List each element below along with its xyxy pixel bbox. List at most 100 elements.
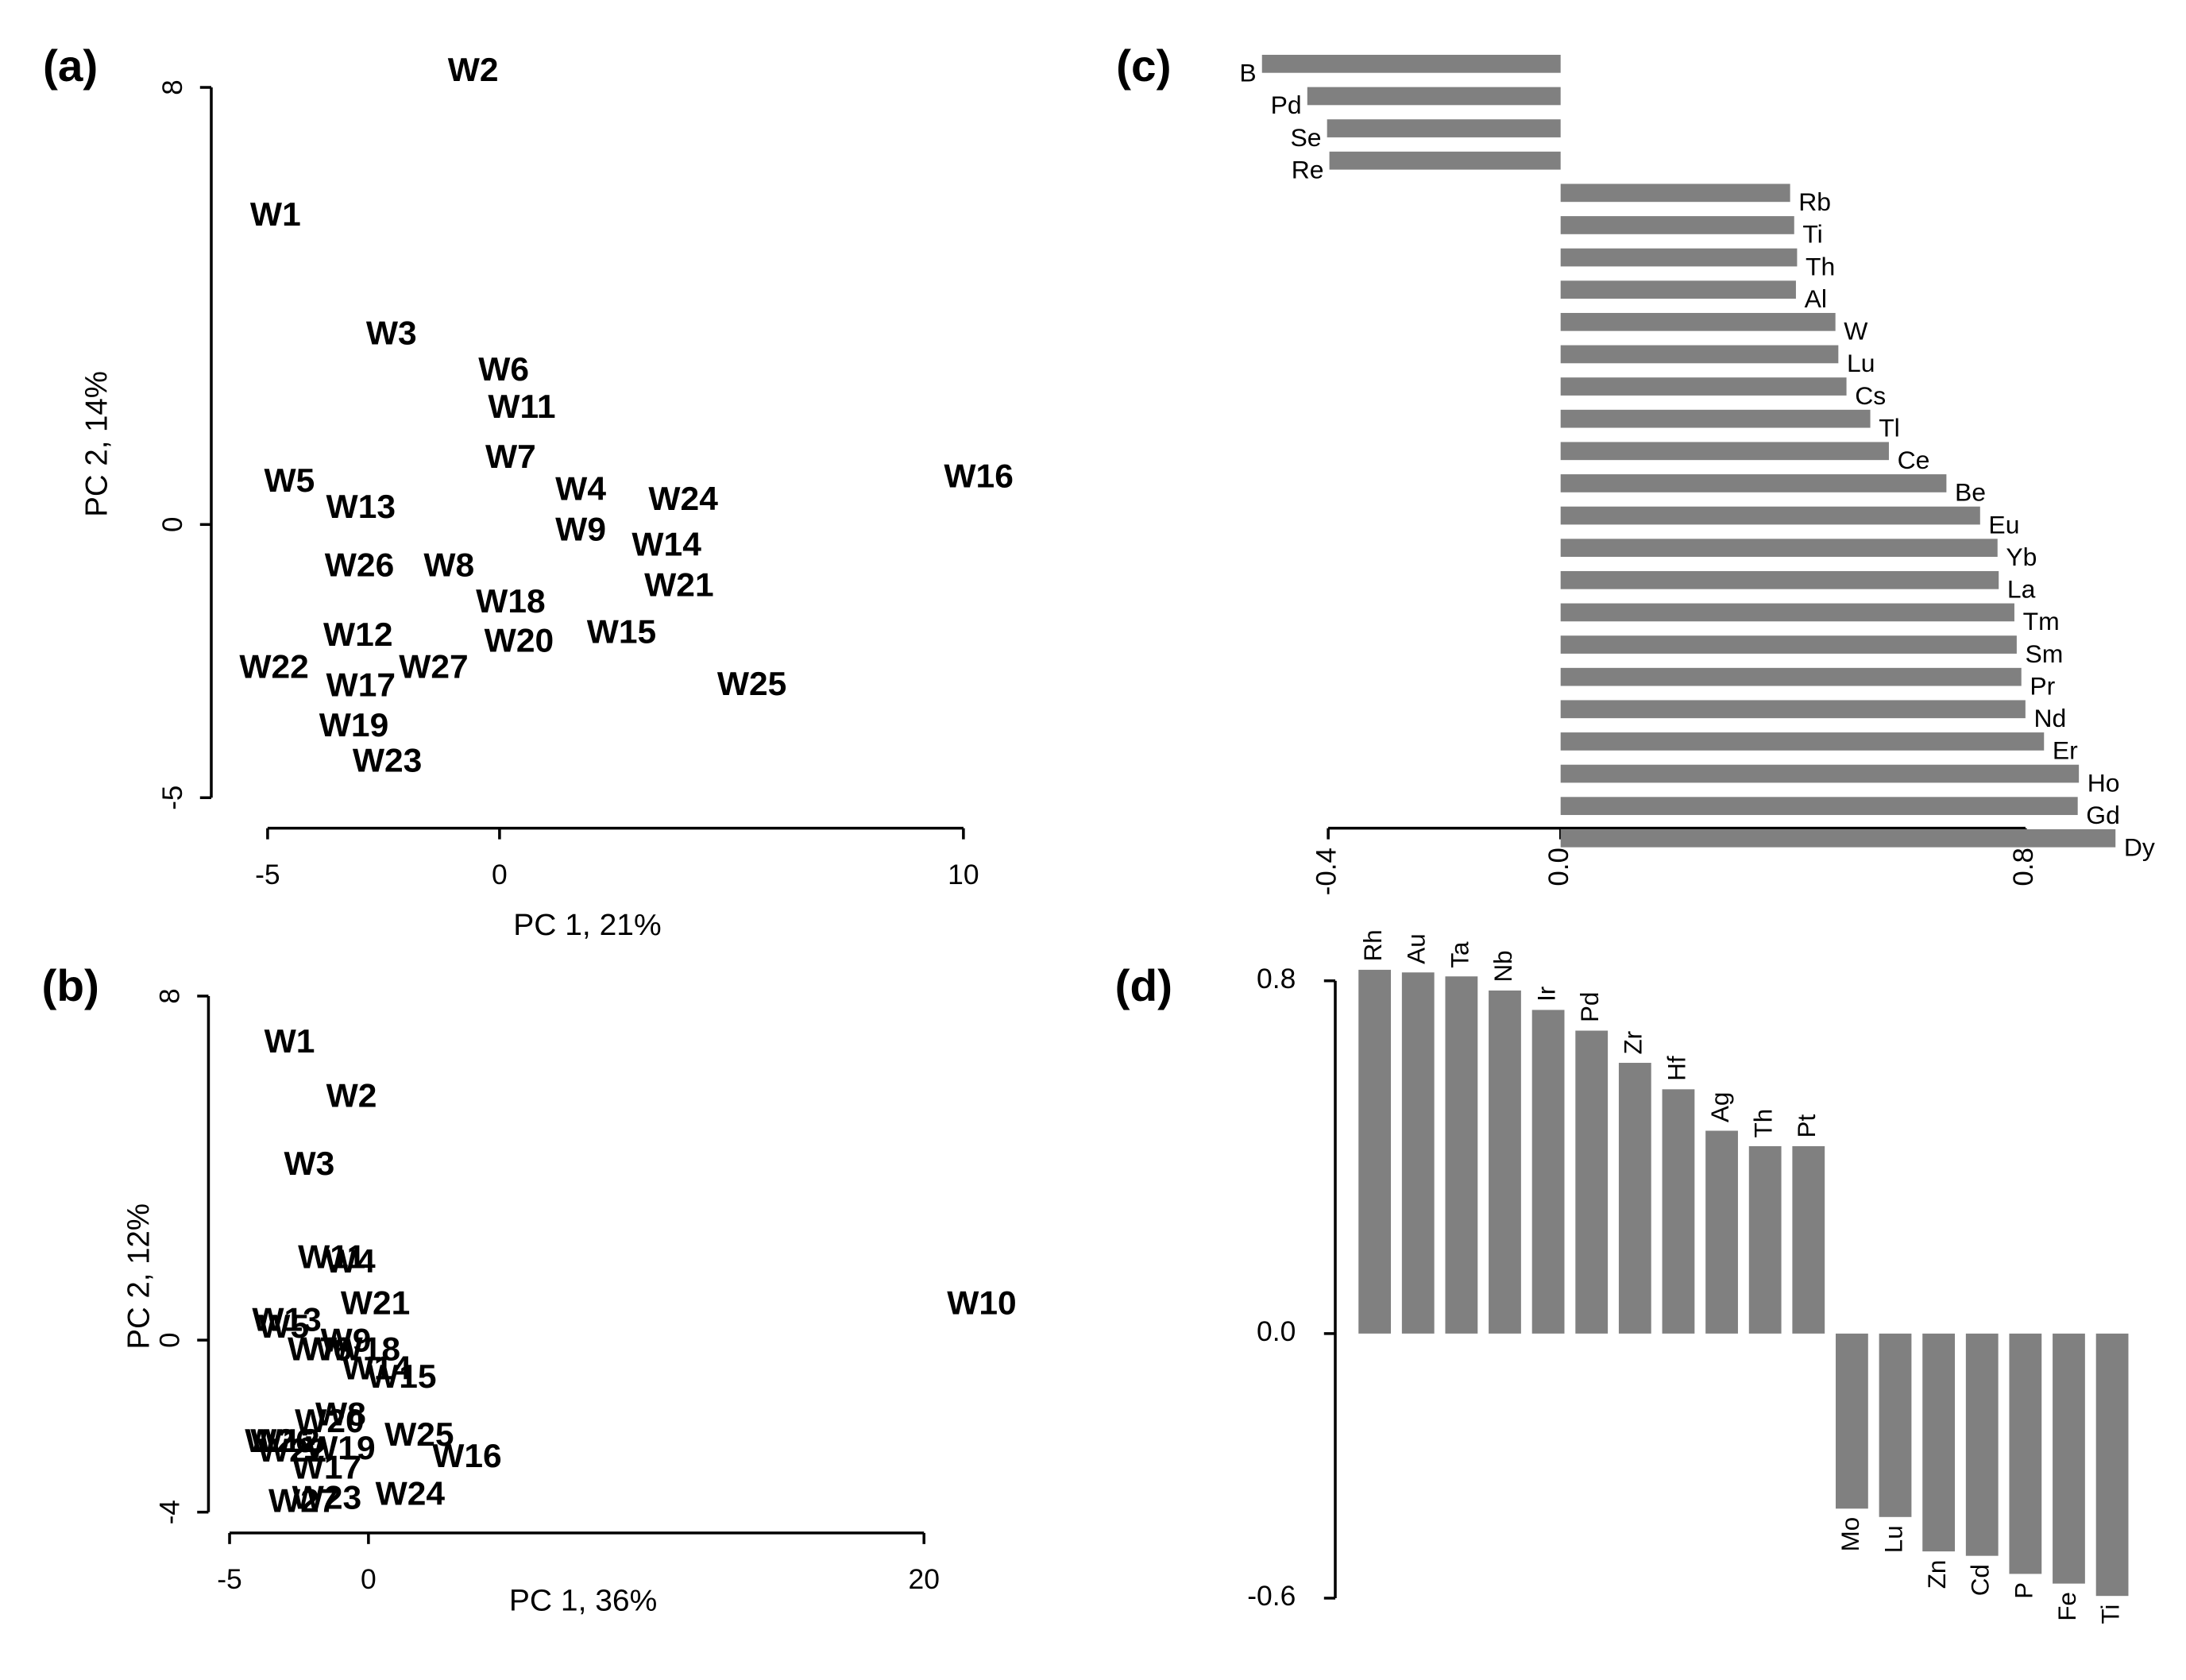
point-label: W17 bbox=[292, 1449, 361, 1486]
bar bbox=[1618, 1063, 1651, 1334]
bar-label: Tm bbox=[2023, 607, 2060, 635]
bar bbox=[1965, 1333, 1999, 1556]
bar-label: Pt bbox=[1792, 1114, 1821, 1138]
bar-label: Tl bbox=[1879, 414, 1900, 442]
bar bbox=[1560, 667, 2022, 686]
bar bbox=[1327, 119, 1561, 137]
y-axis-title: PC 2, 12% bbox=[122, 1203, 156, 1350]
point-label: W8 bbox=[315, 1396, 366, 1433]
point-label: W3 bbox=[284, 1145, 334, 1182]
point-label: W12 bbox=[323, 616, 392, 653]
point-label: W21 bbox=[341, 1284, 410, 1322]
point-label: W4 bbox=[325, 1242, 376, 1280]
point-label: W9 bbox=[555, 511, 606, 548]
y-tick-label: 8 bbox=[157, 79, 188, 95]
bar-label: Lu bbox=[1879, 1525, 1907, 1553]
bar bbox=[1560, 216, 1794, 234]
x-tick-label: 0 bbox=[361, 1564, 377, 1595]
bar bbox=[1560, 635, 2017, 654]
point-label: W7 bbox=[288, 1330, 338, 1368]
point-label: W14 bbox=[631, 526, 701, 563]
point-label: W11 bbox=[488, 388, 555, 426]
point-label: W16 bbox=[432, 1437, 501, 1474]
point-label: W6 bbox=[478, 350, 529, 388]
point-label: W15 bbox=[367, 1358, 436, 1395]
bar-label: Mo bbox=[1836, 1517, 1864, 1552]
bar-label: Lu bbox=[1847, 349, 1875, 377]
y-tick-label: 0.0 bbox=[1257, 1316, 1296, 1347]
bar bbox=[1662, 1089, 1695, 1334]
point-label: W21 bbox=[644, 566, 713, 604]
bar bbox=[1531, 1010, 1565, 1334]
bar-label: Rh bbox=[1358, 929, 1387, 961]
bar-label: Ce bbox=[1898, 446, 1930, 474]
point-label: W27 bbox=[268, 1482, 338, 1520]
panel-label: (d) bbox=[1115, 960, 1172, 1010]
bar bbox=[1560, 764, 2080, 783]
bar-label: B bbox=[1239, 59, 1256, 87]
bar bbox=[1445, 976, 1478, 1334]
point-label: W25 bbox=[384, 1415, 454, 1453]
bar-label: Ta bbox=[1445, 941, 1473, 968]
point-label: W8 bbox=[423, 546, 474, 584]
point-label: W26 bbox=[245, 1422, 314, 1459]
bar-label: Se bbox=[1291, 123, 1322, 152]
panel-label: (c) bbox=[1116, 41, 1171, 91]
bar-label: Zr bbox=[1619, 1030, 1647, 1054]
bar-label: Hf bbox=[1662, 1056, 1690, 1081]
x-tick-label: 0.8 bbox=[2008, 848, 2039, 886]
bar-label: Th bbox=[1806, 253, 1835, 281]
bar-label: Au bbox=[1401, 933, 1430, 964]
bar bbox=[2053, 1333, 2085, 1584]
bar-label: Cs bbox=[1855, 381, 1886, 410]
bar bbox=[1560, 474, 1947, 492]
bar-label: Zn bbox=[1922, 1560, 1951, 1589]
bar bbox=[1560, 506, 1980, 525]
bar bbox=[1261, 54, 1561, 73]
bar-label: Ir bbox=[1531, 986, 1560, 1002]
point-label: W24 bbox=[648, 480, 718, 517]
point-label: W13 bbox=[326, 488, 396, 525]
bar-label: Cd bbox=[1965, 1564, 1994, 1596]
bar-label: Sm bbox=[2026, 639, 2064, 668]
x-axis-title: PC 1, 21% bbox=[513, 908, 661, 942]
point-label: W20 bbox=[295, 1403, 364, 1440]
bar bbox=[1307, 87, 1561, 106]
bar bbox=[1560, 312, 1836, 331]
point-label: W10 bbox=[947, 1284, 1016, 1322]
point-label: W25 bbox=[717, 665, 786, 702]
point-label: W18 bbox=[331, 1330, 400, 1368]
bar bbox=[1560, 377, 1847, 396]
point-label: W7 bbox=[485, 438, 536, 475]
bar-label: Er bbox=[2053, 736, 2078, 765]
bar bbox=[1879, 1333, 1912, 1517]
point-label: W17 bbox=[326, 666, 396, 704]
point-label: W23 bbox=[292, 1479, 361, 1516]
y-tick-label: 0 bbox=[157, 517, 188, 532]
bar bbox=[1922, 1333, 1956, 1552]
point-label: W6 bbox=[302, 1330, 353, 1368]
bar-label: W bbox=[1844, 317, 1867, 346]
bar bbox=[1560, 442, 1889, 461]
bar-label: Nb bbox=[1489, 950, 1517, 982]
x-tick-label: 10 bbox=[948, 859, 979, 890]
bar-label: Ti bbox=[2095, 1605, 2124, 1624]
point-label: W26 bbox=[325, 546, 394, 584]
point-label: W2 bbox=[448, 51, 499, 88]
y-tick-label: -0.6 bbox=[1247, 1581, 1296, 1612]
bar bbox=[1560, 603, 2014, 622]
bar-label: Pd bbox=[1575, 992, 1604, 1022]
point-label: W24 bbox=[376, 1475, 446, 1512]
bar bbox=[1836, 1333, 1868, 1509]
point-label: W3 bbox=[366, 315, 417, 352]
x-tick-label: -0.4 bbox=[1311, 848, 1342, 895]
y-tick-label: 0.8 bbox=[1257, 964, 1296, 994]
bar bbox=[1560, 797, 2078, 816]
point-label: W19 bbox=[319, 707, 388, 744]
bar bbox=[1560, 539, 1998, 558]
bar bbox=[1560, 570, 1999, 589]
bar-label: Al bbox=[1805, 284, 1827, 313]
y-tick-label: 0 bbox=[154, 1332, 185, 1347]
bar-label: Ag bbox=[1705, 1092, 1734, 1122]
bar bbox=[1575, 1030, 1609, 1334]
